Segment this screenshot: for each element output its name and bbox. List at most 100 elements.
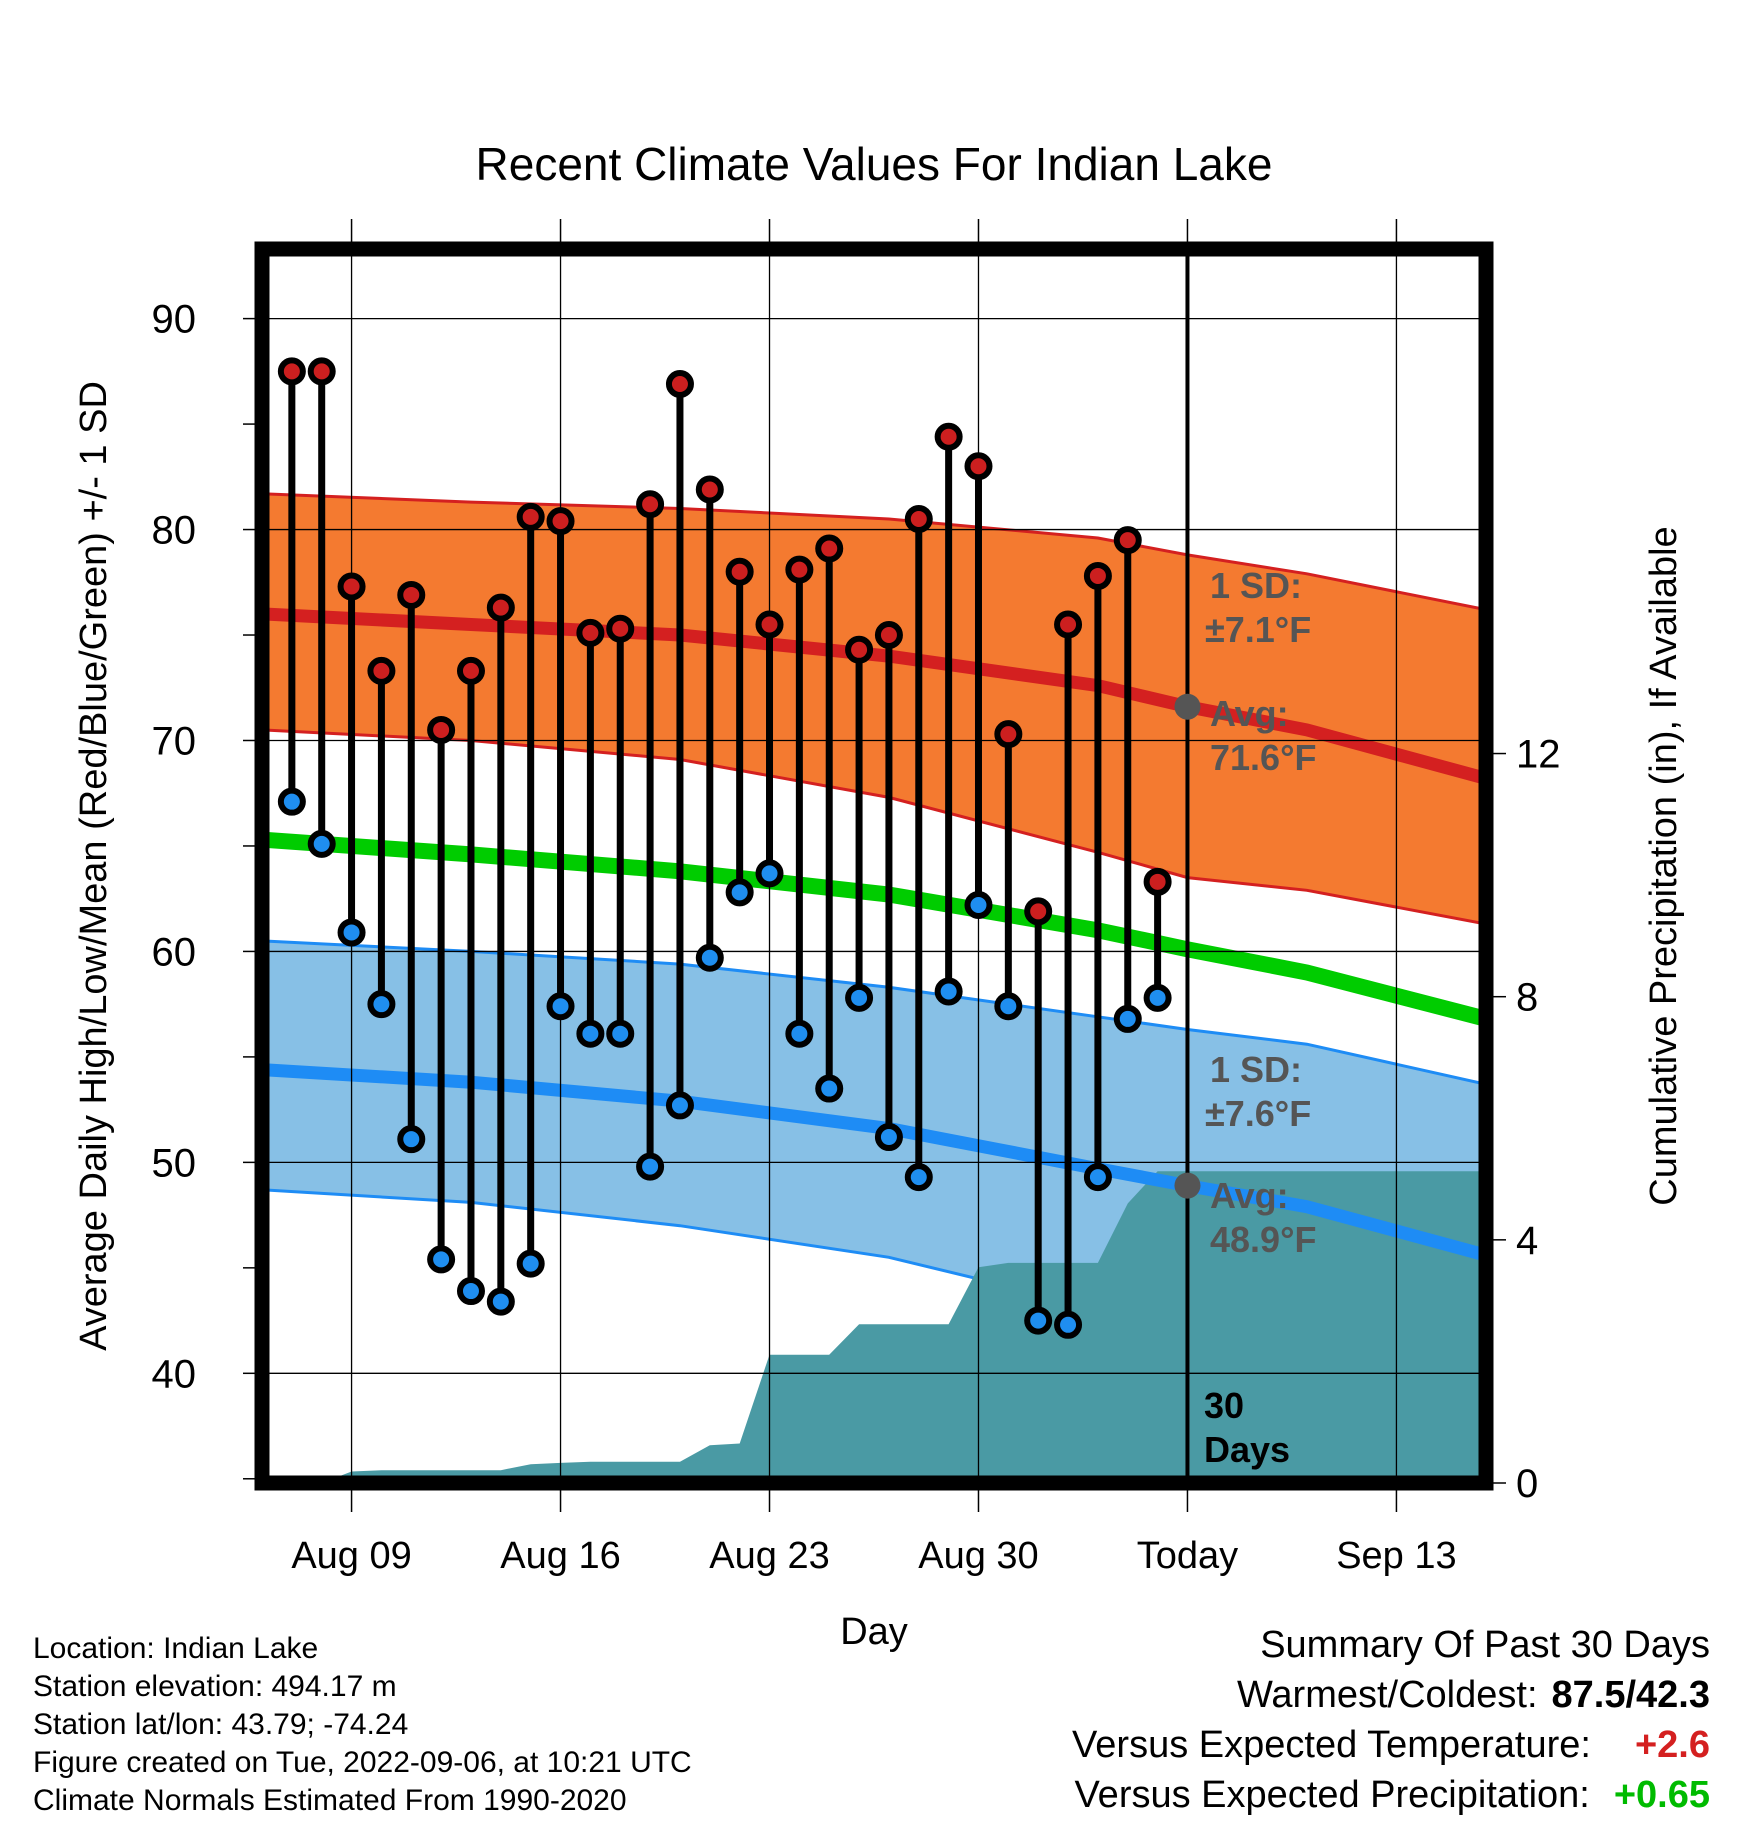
daily-low-point (516, 1249, 545, 1278)
mean-line (262, 831, 1486, 1027)
daily-low-point (1024, 1306, 1053, 1335)
daily-low-point (1083, 1163, 1112, 1192)
daily-low-point (606, 1019, 635, 1048)
daily-high-point (755, 610, 784, 639)
daily-low-point (934, 977, 963, 1006)
y-axis-label: Average Daily High/Low/Mean (Red/Blue/Gr… (73, 381, 115, 1351)
daily-low-point (397, 1125, 426, 1154)
x-axis-label: Day (840, 1611, 908, 1653)
daily-low-point (874, 1123, 903, 1152)
daily-high-point (546, 507, 575, 536)
today-low-avg-marker (1174, 1172, 1201, 1199)
today-days-label-2: Days (1204, 1429, 1290, 1470)
daily-high-point (815, 534, 844, 563)
daily-low-point (964, 891, 993, 920)
y-tick-label: 50 (152, 1141, 197, 1185)
daily-low-point (994, 992, 1023, 1021)
location-text: Location: Indian Lake (33, 1632, 319, 1665)
summary-temp: Versus Expected Temperature: +2.6 (1072, 1724, 1710, 1767)
daily-high-point (785, 555, 814, 584)
y2-tick-label: 0 (1516, 1462, 1538, 1506)
daily-low-point (785, 1019, 814, 1048)
daily-high-point (516, 502, 545, 531)
daily-high-point (1143, 867, 1172, 896)
high-sd-band (262, 493, 1486, 924)
daily-high-point (456, 656, 485, 685)
elevation-text: Station elevation: 494.17 m (33, 1670, 397, 1703)
high-avg-value: 71.6°F (1210, 737, 1316, 778)
low-avg-label: Avg: (1210, 1175, 1289, 1216)
y2-tick-label: 12 (1516, 733, 1561, 777)
daily-low-point (307, 829, 336, 858)
temp-vs-expected-label: Versus Expected Temperature: (1072, 1724, 1591, 1766)
x-tick-label: Aug 23 (709, 1535, 829, 1577)
daily-low-point (337, 918, 366, 947)
daily-low-point (725, 878, 754, 907)
high-sd-value: ±7.1°F (1205, 609, 1311, 650)
daily-low-point (576, 1019, 605, 1048)
daily-high-point (367, 656, 396, 685)
high-sd-label: 1 SD: (1210, 565, 1302, 606)
daily-high-point (397, 580, 426, 609)
daily-high-point (486, 593, 515, 622)
daily-high-point (337, 572, 366, 601)
daily-low-point (1113, 1004, 1142, 1033)
today-high-avg-marker (1174, 693, 1201, 720)
today-days-label-1: 30 (1204, 1385, 1244, 1426)
daily-low-point (1054, 1310, 1083, 1339)
x-tick-label: Aug 09 (291, 1535, 411, 1577)
x-tick-label: Sep 13 (1336, 1535, 1456, 1577)
daily-high-point (277, 357, 306, 386)
created-text: Figure created on Tue, 2022-09-06, at 10… (33, 1746, 692, 1779)
summary-title: Summary Of Past 30 Days (1260, 1624, 1710, 1666)
daily-low-point (665, 1091, 694, 1120)
daily-high-point (695, 475, 724, 504)
daily-high-point (874, 621, 903, 650)
daily-high-point (845, 635, 874, 664)
daily-low-point (845, 983, 874, 1012)
daily-low-point (695, 943, 724, 972)
y2-tick-label: 4 (1516, 1219, 1538, 1263)
y-tick-label: 40 (152, 1352, 197, 1396)
summary-warm-cold: Warmest/Coldest: 87.5/42.3 (1237, 1674, 1710, 1717)
daily-low-point (277, 787, 306, 816)
daily-high-point (934, 422, 963, 451)
daily-low-point (546, 992, 575, 1021)
x-tick-label: Today (1137, 1535, 1238, 1577)
high-sd-lower-line (262, 728, 1486, 926)
daily-low-point (486, 1287, 515, 1316)
y2-tick-label: 8 (1516, 976, 1538, 1020)
daily-high-point (606, 614, 635, 643)
warm-cold-label: Warmest/Coldest: (1236, 1674, 1538, 1716)
warm-cold-value: 87.5/42.3 (1551, 1674, 1710, 1716)
daily-low-point (456, 1277, 485, 1306)
temp-vs-expected-value: +2.6 (1634, 1724, 1710, 1766)
daily-low-point (636, 1152, 665, 1181)
y-tick-label: 80 (152, 509, 197, 553)
normals-text: Climate Normals Estimated From 1990-2020 (33, 1784, 627, 1817)
plot-frame (254, 241, 1494, 1491)
daily-high-point (636, 490, 665, 519)
daily-high-point (1113, 526, 1142, 555)
daily-high-point (725, 557, 754, 586)
low-mean-line (262, 1063, 1486, 1262)
x-tick-label: Aug 16 (500, 1535, 620, 1577)
daily-high-point (307, 357, 336, 386)
daily-low-point (815, 1074, 844, 1103)
daily-low-point (427, 1245, 456, 1274)
daily-high-point (665, 370, 694, 399)
daily-high-point (1024, 897, 1053, 926)
station-metadata: Location: Indian Lake Station elevation:… (33, 1630, 692, 1820)
low-sd-value: ±7.6°F (1205, 1093, 1311, 1134)
precip-vs-expected-label: Versus Expected Precipitation: (1074, 1774, 1590, 1816)
daily-low-point (1143, 983, 1172, 1012)
high-sd-upper-line (262, 492, 1486, 612)
chart-title: Recent Climate Values For Indian Lake (476, 138, 1273, 190)
latlon-text: Station lat/lon: 43.79; -74.24 (33, 1708, 409, 1741)
daily-high-point (1054, 610, 1083, 639)
daily-high-point (964, 452, 993, 481)
high-avg-label: Avg: (1210, 693, 1289, 734)
high-mean-line (262, 607, 1486, 785)
low-sd-upper-line (262, 939, 1486, 1086)
